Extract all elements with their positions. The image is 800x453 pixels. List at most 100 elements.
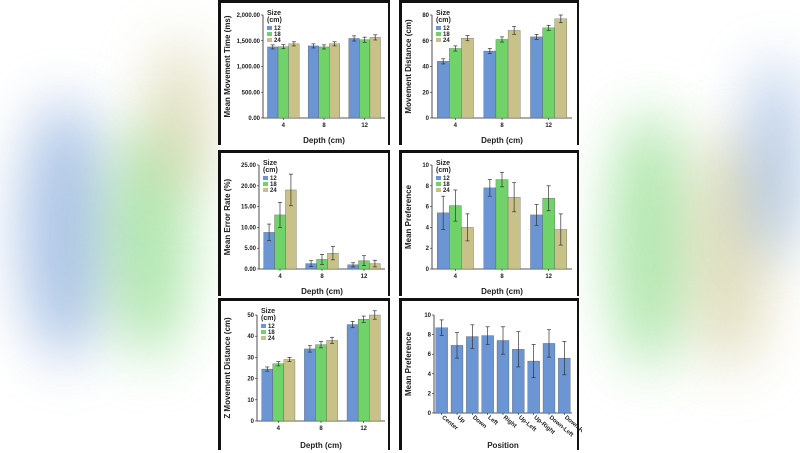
x-tick-label: 4	[278, 274, 282, 280]
bar	[483, 50, 497, 119]
bar	[357, 319, 370, 422]
y-tick-label: 10	[424, 313, 431, 319]
legend-swatch	[263, 176, 268, 180]
bar	[283, 359, 296, 422]
x-tick-label: 4	[277, 426, 281, 432]
y-tick-label: 20.00	[241, 184, 257, 190]
x-tick-label: 4	[454, 274, 458, 280]
x-tick-label: 12	[360, 426, 367, 432]
y-tick-label: 1,500.00	[237, 39, 261, 45]
x-tick-label: 8	[320, 274, 324, 280]
legend-label: 18	[443, 182, 450, 188]
x-axis-label: Depth (cm)	[303, 136, 345, 145]
bar	[307, 45, 319, 119]
legend-label: 18	[268, 330, 275, 336]
x-axis-label: Position	[487, 441, 519, 450]
legend-label: 18	[443, 32, 450, 38]
bar	[329, 43, 341, 119]
bar	[436, 61, 450, 119]
y-tick-label: 0	[426, 267, 430, 273]
bar	[277, 46, 289, 119]
y-tick-label: 0	[428, 411, 432, 417]
legend-swatch	[267, 26, 272, 30]
chart-panel-preference-position: 0 2 4 6 8 10 Mean Preference Center Up Down Left Ri…	[399, 298, 582, 450]
legend-label: 24	[270, 188, 277, 194]
y-tick-label: 40	[247, 334, 254, 340]
legend-swatch	[267, 32, 272, 36]
y-axis-label: Z Movement Distance (cm)	[223, 317, 232, 419]
chart-panel-movement-time: 0.00 500.00 1,000.00 1,500.00 2,000.00 Mean M…	[218, 0, 390, 145]
y-axis-label: Movement Distance (cm)	[404, 19, 413, 114]
legend-title: Size	[263, 160, 277, 167]
x-tick-label: 4	[454, 123, 458, 129]
y-tick-label: 5.00	[244, 246, 256, 252]
legend-label: 12	[443, 176, 450, 182]
legend-swatch	[436, 38, 441, 42]
chart-panel-preference-depth: 0 2 4 6 8 10 Mean Preference 4 8 12 Depth (cm) Size…	[399, 150, 579, 296]
legend-swatch	[263, 182, 268, 186]
y-tick-label: 8	[428, 333, 432, 339]
bar	[318, 46, 330, 119]
chart-svg-z-movement-distance: 0 10 20 30 40 50 Z Movement Distance (cm) 4 8 12 D…	[223, 308, 385, 450]
bar	[326, 340, 338, 422]
x-tick-label: Up	[456, 415, 466, 425]
bar	[315, 344, 327, 422]
y-axis-label: Mean Movement Time (ms)	[223, 15, 232, 117]
y-tick-label: 10	[247, 398, 254, 404]
legend-title-unit: (cm)	[436, 167, 451, 174]
y-tick-label: 60	[422, 39, 429, 45]
y-axis-label: Mean Error Rate (%)	[223, 178, 232, 255]
bar	[449, 48, 462, 119]
x-tick-label: 8	[500, 123, 504, 129]
bar	[288, 43, 300, 119]
x-axis-label: Depth (cm)	[301, 287, 343, 296]
legend-label: 12	[268, 324, 275, 330]
bar	[348, 38, 360, 119]
bar	[369, 37, 381, 119]
bar	[481, 335, 494, 414]
x-tick-label: Right	[502, 415, 518, 429]
bar	[495, 179, 509, 270]
y-tick-label: 2	[428, 391, 432, 397]
x-tick-label: 8	[500, 274, 504, 280]
y-tick-label: 4	[426, 225, 430, 231]
x-tick-label: 12	[545, 274, 552, 280]
y-tick-label: 8	[426, 184, 430, 190]
x-tick-label: Left	[486, 415, 498, 427]
legend-swatch	[436, 176, 441, 180]
bar	[272, 363, 285, 422]
y-tick-label: 30	[247, 355, 254, 361]
blurred-background-left	[0, 0, 220, 450]
legend-label: 12	[270, 176, 277, 182]
legend-title: Size	[436, 160, 450, 167]
y-axis-label: Mean Preference	[404, 184, 413, 249]
y-tick-label: 25.00	[241, 163, 257, 169]
x-axis-label: Depth (cm)	[481, 136, 523, 145]
y-tick-label: 50	[247, 313, 254, 319]
y-tick-label: 1,000.00	[237, 65, 261, 71]
bar	[359, 39, 371, 119]
y-tick-label: 15.00	[241, 205, 257, 211]
legend-label: 24	[268, 336, 275, 342]
x-tick-label: 12	[361, 123, 368, 129]
y-tick-label: 2	[426, 246, 430, 252]
x-tick-label: 8	[319, 426, 323, 432]
x-axis-label: Depth (cm)	[481, 287, 523, 296]
bar	[507, 30, 521, 119]
x-tick-label: Down	[471, 415, 488, 430]
legend-title-unit: (cm)	[267, 17, 282, 24]
bar	[261, 368, 273, 422]
bar	[495, 39, 509, 119]
bar	[304, 348, 316, 422]
y-tick-label: 6	[428, 352, 432, 358]
x-tick-label: 4	[282, 123, 286, 129]
bar	[435, 327, 448, 414]
y-tick-label: 0.00	[244, 267, 256, 273]
legend-title-unit: (cm)	[261, 315, 276, 322]
bar	[346, 324, 359, 422]
legend-swatch	[261, 336, 266, 340]
legend-swatch	[261, 324, 266, 328]
y-tick-label: 80	[422, 13, 429, 19]
legend-label: 24	[443, 38, 450, 44]
